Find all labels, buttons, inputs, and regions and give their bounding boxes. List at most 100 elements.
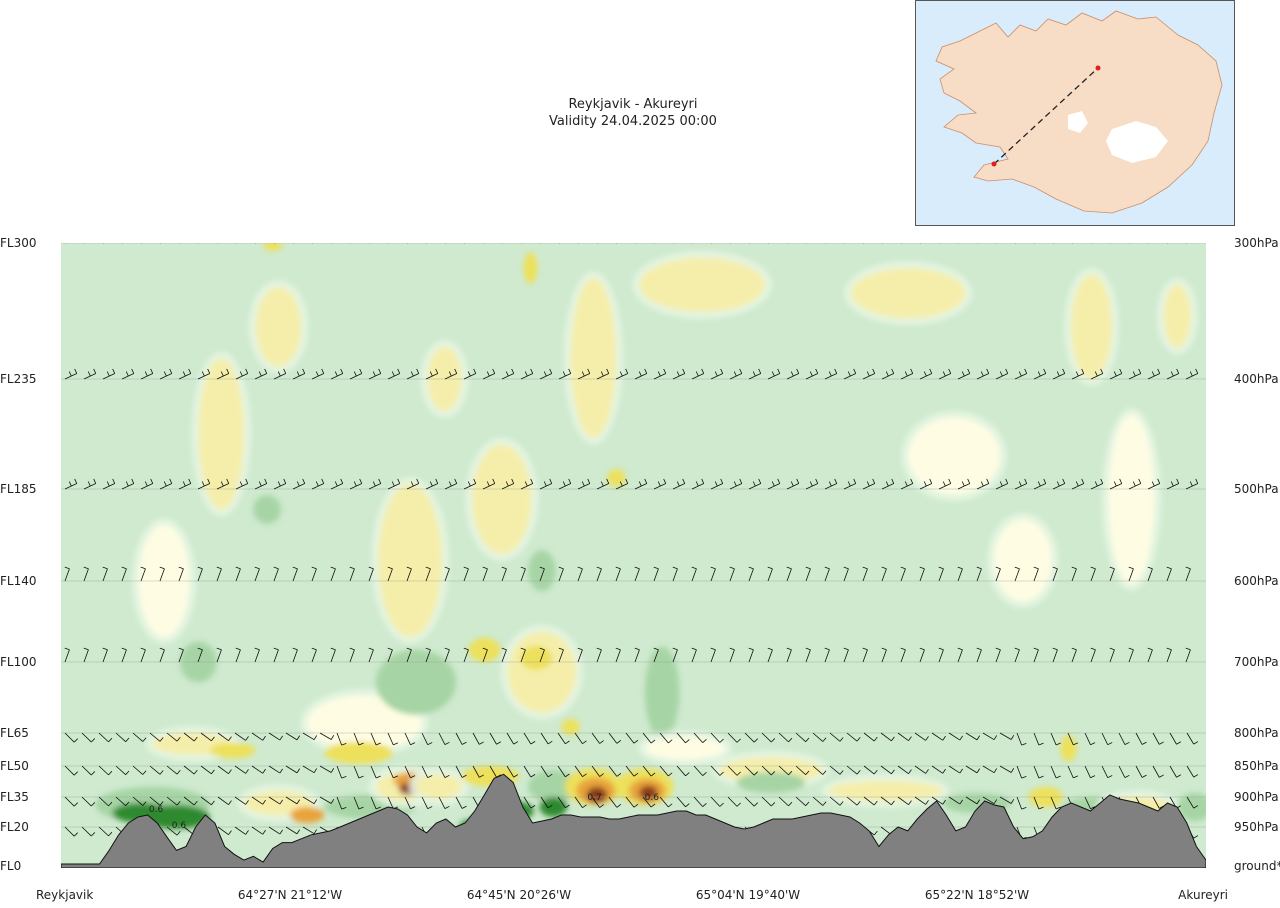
wind-barb (370, 765, 381, 779)
wind-barb (577, 478, 591, 490)
wind-barb-shaft (957, 568, 963, 582)
wind-barb-feather (719, 738, 724, 743)
left-axis-fl-labels: FL300FL235FL185FL140FL100FL65FL50FL35FL2… (0, 236, 37, 873)
wind-barb-shaft (1109, 373, 1122, 380)
wind-barb-shaft (965, 732, 978, 741)
wind-barb-shaft (166, 826, 178, 836)
wind-barb (1128, 647, 1134, 663)
wind-barb-shaft (1135, 732, 1143, 745)
wind-barb-feather (1006, 233, 1008, 238)
wind-barb-shaft (482, 568, 488, 582)
wind-barb-feather (815, 368, 819, 374)
wind-barb (977, 233, 989, 244)
wind-barb (84, 243, 85, 244)
wind-barb-feather (1014, 566, 1020, 570)
turbulence-blob (1070, 274, 1113, 380)
wind-barb (995, 566, 1001, 582)
wind-barb (540, 765, 553, 778)
wind-barb (350, 243, 351, 244)
wind-barb (744, 796, 759, 807)
wind-barb-shaft (268, 765, 281, 774)
wind-barb-feather (588, 233, 590, 238)
wind-barb-feather (1193, 805, 1199, 809)
wind-barb-feather (676, 371, 680, 377)
wind-barb-shaft (234, 765, 246, 774)
wind-barb-feather (358, 742, 364, 746)
wind-barb (1186, 796, 1199, 809)
wind-barb (444, 647, 450, 663)
wind-barb-feather (176, 770, 181, 775)
wind-barb-feather (461, 741, 467, 745)
wind-barb-shaft (217, 826, 229, 835)
wind-barb (995, 368, 1009, 380)
wind-barb-shaft (976, 649, 982, 663)
wind-barb-shaft (370, 796, 377, 810)
wind-barb-feather (881, 566, 887, 570)
fl-axis-label: FL20 (0, 820, 29, 834)
wind-barb-feather (207, 368, 211, 374)
wind-barb-feather (771, 771, 776, 776)
wind-barb-shaft (748, 649, 754, 663)
wind-barb-feather (962, 236, 964, 241)
wind-barb-shaft (1129, 243, 1130, 244)
wind-barb-feather (581, 371, 585, 377)
wind-barb-shaft (121, 649, 127, 663)
wind-barb (806, 243, 807, 244)
wind-barb-shaft (596, 649, 602, 663)
wind-barb-feather (313, 799, 318, 804)
wind-barb-feather (75, 233, 77, 238)
wind-barb (1118, 765, 1130, 778)
wind-barb (285, 732, 301, 741)
wind-barb (920, 243, 921, 244)
wind-barb-shaft (523, 765, 532, 778)
wind-barb-feather (258, 481, 262, 487)
wind-barb-shaft (1071, 373, 1084, 380)
wind-barb-feather (900, 566, 906, 570)
wind-barb-shaft (1166, 568, 1172, 582)
wind-barb-feather (112, 368, 116, 374)
wind-barb-feather (297, 236, 299, 241)
wind-barb-shaft (748, 483, 761, 490)
wind-barb-shaft (179, 243, 180, 244)
wind-barb-feather (279, 735, 283, 741)
wind-barb-shaft (744, 765, 755, 776)
wind-barb (829, 732, 844, 742)
wind-barb (166, 732, 181, 742)
wind-barb-feather (938, 647, 944, 651)
wind-barb-shaft (778, 796, 789, 807)
wind-barb (749, 243, 750, 244)
wind-barb (634, 566, 640, 582)
wind-barb-feather (530, 741, 536, 745)
wind-barb-shaft (1110, 243, 1111, 244)
wind-barb-feather (948, 368, 952, 374)
wind-barb-feather (91, 771, 96, 776)
wind-barb (407, 243, 408, 244)
value-annotation: 0.6 (172, 821, 187, 831)
wind-barb (197, 647, 203, 663)
wind-barb-feather (91, 738, 96, 743)
wind-barb-shaft (368, 649, 374, 663)
wind-barb (729, 647, 735, 663)
wind-barb-feather (886, 236, 888, 241)
wind-barb-feather (600, 371, 604, 377)
wind-barb-shaft (965, 796, 978, 805)
wind-barb-feather (1114, 236, 1116, 241)
wind-barb (846, 765, 861, 775)
wind-barb-feather (296, 371, 300, 377)
wind-barb-shaft (897, 732, 909, 741)
wind-barb-feather (987, 233, 989, 238)
wind-barb-shaft (692, 243, 693, 244)
wind-barb-feather (1176, 368, 1180, 374)
wind-barb-shaft (160, 243, 161, 244)
wind-barb-shaft (1067, 765, 1074, 779)
wind-barb (81, 765, 96, 776)
wind-barb (520, 566, 526, 582)
wind-barb (795, 765, 810, 775)
wind-barb-feather (245, 769, 249, 774)
wind-barb-shaft (311, 649, 317, 663)
wind-barb-feather (74, 478, 78, 484)
wind-barb (463, 566, 469, 582)
wind-barb-feather (1176, 478, 1180, 484)
wind-barb-feather (410, 806, 416, 810)
wind-barb-feather (565, 804, 570, 809)
